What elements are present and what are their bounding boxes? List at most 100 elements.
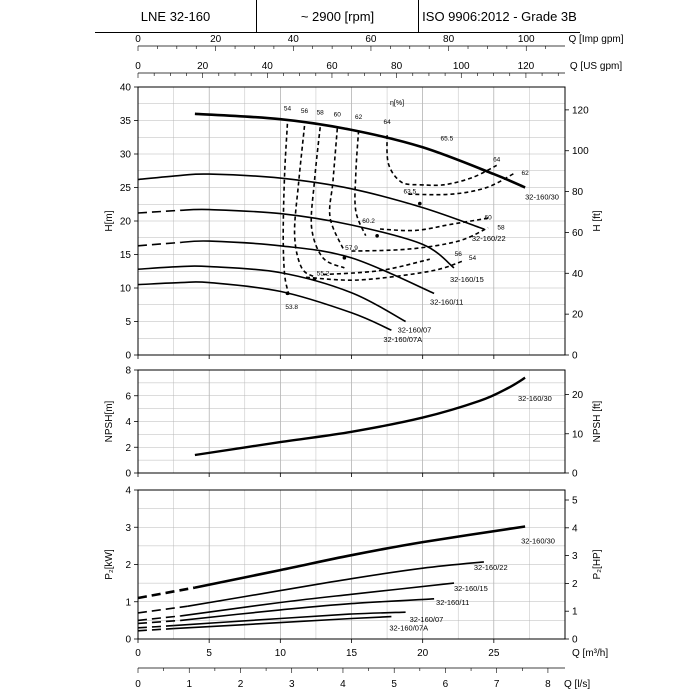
power-curve — [187, 561, 484, 607]
efficiency-contour — [419, 164, 498, 187]
head-ytick-label: 15 — [120, 250, 132, 261]
efficiency-label: 63.5 — [404, 189, 417, 196]
power-ytick-right-label: 1 — [572, 607, 578, 618]
npsh-curve — [194, 376, 526, 457]
efficiency-label: 64 — [383, 119, 391, 126]
head-ylabel-right: H [ft] — [592, 210, 603, 231]
efficiency-contour — [282, 123, 290, 295]
xtick-label: 10 — [275, 648, 287, 659]
head-ytick-right-label: 120 — [572, 105, 589, 116]
xtick-label: 5 — [206, 648, 212, 659]
efficiency-contour — [322, 258, 430, 276]
power-ytick-right-label: 5 — [572, 496, 578, 507]
power-curve-label: 32-160/30 — [521, 537, 555, 546]
bottom-axis-tick-label: 3 — [289, 679, 295, 690]
npsh-ytick-label: 4 — [125, 417, 131, 428]
bottom-axis-title: Q [l/s] — [564, 679, 590, 690]
npsh-ytick-label: 2 — [125, 443, 131, 454]
bottom-axis-tick-label: 1 — [186, 679, 192, 690]
efficiency-label: 54 — [469, 255, 477, 262]
head-ytick-label: 20 — [120, 217, 132, 228]
top-axis-tick-label: 120 — [518, 61, 535, 72]
npsh-ylabel-right: NPSH [ft] — [592, 400, 603, 442]
bottom-axis-tick-label: 0 — [135, 679, 141, 690]
top-axis-tick-label: 100 — [518, 34, 535, 45]
head-ytick-right-label: 0 — [572, 351, 578, 362]
power-ytick-right-label: 4 — [572, 523, 578, 534]
power-curve — [173, 615, 392, 630]
efficiency-label: 62 — [355, 114, 363, 121]
efficiency-contour — [305, 260, 463, 281]
npsh-curve-label: 32-160/30 — [518, 394, 552, 403]
bottom-axis-tick-label: 4 — [340, 679, 346, 690]
power-ytick-label: 0 — [125, 635, 131, 646]
head-curve-label: 32-160/07A — [383, 335, 422, 344]
power-curve-label: 32-160/11 — [436, 598, 469, 607]
pump-speed: ~ 2900 [rpm] — [256, 0, 418, 32]
top-axis-tick-label: 0 — [135, 34, 141, 45]
head-ytick-label: 25 — [120, 183, 132, 194]
efficiency-label: 60 — [334, 111, 342, 118]
npsh-ytick-right-label: 10 — [572, 429, 584, 440]
head-curve-label: 32-160/15 — [450, 275, 484, 284]
efficiency-label: 58 — [497, 225, 505, 232]
top-axis-title: Q [US gpm] — [570, 61, 622, 72]
top-axis-tick-label: 80 — [443, 34, 455, 45]
power-curve — [173, 611, 406, 627]
xtick-label: 20 — [417, 648, 429, 659]
head-curve-label: 32-160/22 — [472, 234, 506, 243]
npsh-ylabel: NPSH[m] — [104, 400, 115, 442]
efficiency-label: 60.2 — [362, 218, 375, 225]
efficiency-label: 56 — [455, 251, 463, 258]
head-ytick-right-label: 60 — [572, 228, 584, 239]
top-axis-tick-label: 0 — [135, 61, 141, 72]
head-ytick-label: 30 — [120, 150, 132, 161]
xtick-label: 15 — [346, 648, 358, 659]
power-curve — [194, 525, 526, 589]
head-curve-extrapolated — [137, 241, 181, 247]
efficiency-label: 60 — [485, 215, 493, 222]
efficiency-label: 53.8 — [285, 304, 298, 311]
efficiency-label: 58 — [317, 109, 325, 116]
head-ytick-right-label: 80 — [572, 187, 584, 198]
power-curve-extrapolated — [137, 615, 181, 622]
head-ytick-label: 10 — [120, 284, 132, 295]
power-curve-label: 32-160/22 — [474, 563, 508, 572]
head-curve-label: 32-160/11 — [430, 297, 463, 306]
top-axis-tick-label: 60 — [365, 34, 377, 45]
power-ytick-label: 4 — [125, 486, 131, 497]
power-curve-label: 32-160/15 — [454, 584, 488, 593]
power-ytick-right-label: 3 — [572, 551, 578, 562]
power-curve — [180, 598, 435, 622]
top-axis-title: Q [Imp gpm] — [568, 34, 623, 45]
power-ytick-label: 1 — [125, 597, 131, 608]
power-ytick-right-label: 0 — [572, 635, 578, 646]
power-curve-extrapolated — [137, 627, 174, 632]
npsh-ytick-label: 6 — [125, 391, 131, 402]
efficiency-contour — [328, 128, 346, 252]
pump-model: LNE 32-160 — [140, 8, 211, 24]
head-ylabel: H[m] — [104, 210, 115, 231]
npsh-ytick-label: 0 — [125, 469, 131, 480]
power-ylabel: P₂[kW] — [104, 549, 115, 580]
power-curve-extrapolated — [137, 586, 196, 600]
head-curve-extrapolated — [137, 209, 181, 214]
efficiency-contour — [293, 125, 317, 279]
efficiency-contour — [351, 226, 489, 252]
power-ytick-label: 2 — [125, 560, 131, 571]
efficiency-label: 64 — [493, 156, 501, 163]
xtick-label: 0 — [135, 648, 141, 659]
head-curve — [180, 240, 435, 295]
power-curve-label: 32-160/07A — [389, 624, 428, 633]
npsh-ytick-right-label: 20 — [572, 390, 584, 401]
power-curve-extrapolated — [137, 619, 181, 625]
bep-point — [375, 233, 379, 238]
head-curve-label: 32-160/30 — [525, 193, 559, 202]
bottom-axis-tick-label: 8 — [545, 679, 551, 690]
bottom-axis-tick-label: 6 — [443, 679, 449, 690]
npsh-ytick-label: 8 — [125, 366, 131, 377]
bottom-axis-tick-label: 5 — [391, 679, 397, 690]
power-ytick-label: 3 — [125, 523, 131, 534]
head-curve — [180, 208, 455, 269]
